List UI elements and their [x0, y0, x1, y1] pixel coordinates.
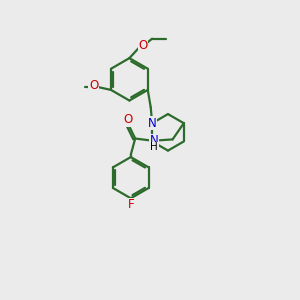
Text: O: O [89, 79, 98, 92]
Text: N: N [150, 134, 159, 147]
Text: O: O [139, 39, 148, 52]
Text: H: H [151, 142, 158, 152]
Text: O: O [123, 113, 132, 127]
Text: F: F [128, 198, 134, 211]
Text: N: N [148, 117, 157, 130]
